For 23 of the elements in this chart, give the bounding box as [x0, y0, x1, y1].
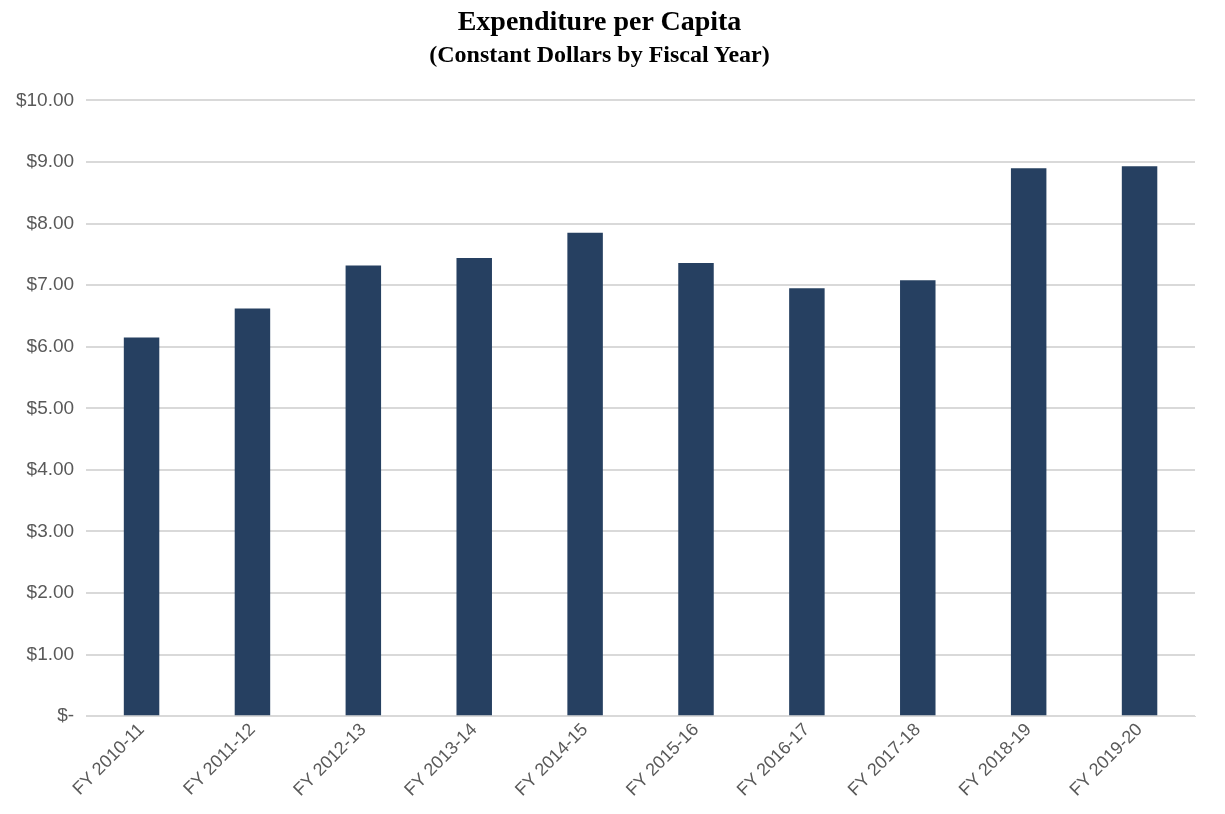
- bar: [1010, 168, 1047, 716]
- bar: [456, 258, 492, 716]
- bar: [900, 280, 936, 716]
- bar: [678, 262, 714, 716]
- bar: [567, 232, 603, 716]
- bar: [789, 288, 825, 716]
- y-tick-label: $7.00: [26, 273, 75, 295]
- y-tick-label: $-: [57, 704, 75, 726]
- bar: [123, 337, 160, 716]
- y-tick-label: $4.00: [26, 458, 75, 480]
- y-tick-label: $9.00: [26, 150, 75, 172]
- y-tick-label: $2.00: [26, 581, 75, 603]
- y-tick-label: $3.00: [26, 519, 75, 541]
- y-tick-label: $10.00: [15, 88, 75, 110]
- y-tick-label: $1.00: [26, 642, 75, 664]
- bar: [234, 308, 271, 716]
- bar: [345, 265, 382, 716]
- chart-title: Expenditure per Capita: [457, 5, 742, 37]
- y-tick-label: $5.00: [26, 396, 75, 418]
- chart-subtitle: (Constant Dollars by Fiscal Year): [429, 41, 770, 68]
- y-tick-label: $6.00: [26, 334, 75, 356]
- bar: [1121, 166, 1158, 716]
- y-tick-label: $8.00: [26, 211, 75, 233]
